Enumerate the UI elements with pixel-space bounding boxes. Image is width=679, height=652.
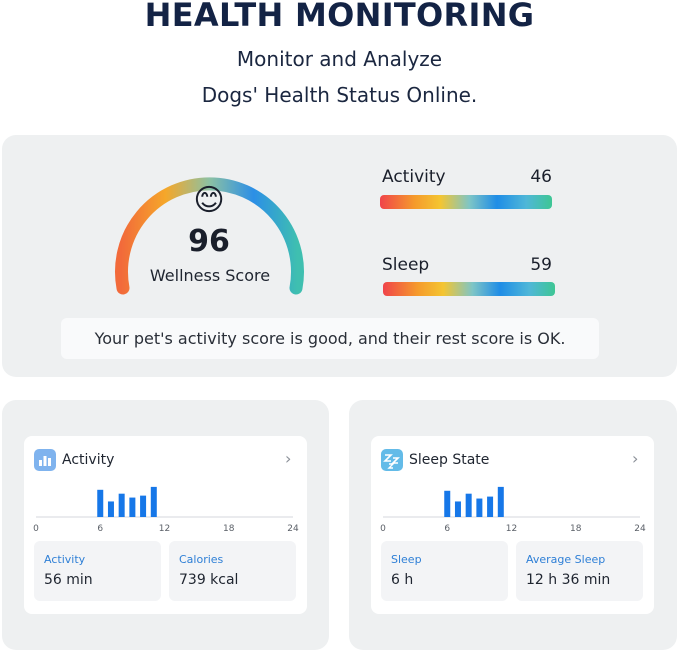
x-tick-label: 6 <box>97 524 103 534</box>
chart-bar <box>444 490 451 517</box>
sleep-metric-value: 59 <box>530 255 552 275</box>
stat-value: 12 h 36 min <box>526 572 611 588</box>
chart-bar <box>150 486 157 517</box>
chart-bar <box>454 501 461 517</box>
wellness-gauge <box>115 177 304 295</box>
chart-bar <box>476 498 483 517</box>
zzz-icon <box>381 449 403 471</box>
wellness-message: Your pet's activity score is good, and t… <box>61 318 599 359</box>
x-tick-label: 0 <box>33 524 39 534</box>
gauge-arc <box>115 177 304 295</box>
activity-card[interactable]: Activity › 0 6 12 18 24 Activity 56 min Calo… <box>24 436 307 614</box>
stat-label: Activity <box>44 553 86 566</box>
x-tick-label: 12 <box>159 524 170 534</box>
activity-chart: 0 6 12 18 24 <box>33 486 299 534</box>
bar-chart-icon <box>34 449 56 471</box>
chart-bar <box>140 495 147 517</box>
chart-bar <box>487 496 494 517</box>
sleep-stat-box: Sleep 6 h <box>381 541 508 601</box>
chart-bar <box>107 501 114 517</box>
x-tick-label: 18 <box>223 524 235 534</box>
x-tick-label: 24 <box>287 524 299 534</box>
activity-stat-box: Activity 56 min <box>34 541 161 601</box>
activity-metric-label: Activity <box>382 167 446 187</box>
chart-bar <box>118 493 125 517</box>
stat-label: Calories <box>179 553 224 566</box>
wellness-score-value: 96 <box>188 224 230 259</box>
chart-bar <box>129 497 136 517</box>
x-tick-label: 12 <box>506 524 517 534</box>
stat-label: Sleep <box>391 553 422 566</box>
stat-value: 739 kcal <box>179 572 239 588</box>
calories-stat-box: Calories 739 kcal <box>169 541 296 601</box>
chevron-right-icon[interactable]: › <box>285 449 292 468</box>
smiley-icon: 😊 <box>193 184 225 217</box>
activity-score-bar <box>380 195 552 209</box>
x-tick-label: 0 <box>380 524 386 534</box>
chart-bar <box>465 493 472 517</box>
subtitle-line-2: Dogs' Health Status Online. <box>201 83 478 107</box>
chart-bar <box>97 489 104 517</box>
sleep-metric-label: Sleep <box>382 255 430 275</box>
activity-card-title: Activity <box>62 452 115 468</box>
chevron-right-icon[interactable]: › <box>632 449 639 468</box>
stat-label: Average Sleep <box>526 553 606 566</box>
sleep-card[interactable]: Sleep State › 0 6 12 18 24 Sleep 6 h Average… <box>371 436 654 614</box>
x-tick-label: 24 <box>634 524 646 534</box>
page-title: HEALTH MONITORING <box>144 0 535 34</box>
stat-value: 56 min <box>44 572 93 588</box>
wellness-score-label: Wellness Score <box>149 266 271 285</box>
sleep-card-title: Sleep State <box>409 452 490 468</box>
stat-value: 6 h <box>391 572 414 588</box>
chart-bar <box>497 486 504 517</box>
sleep-chart: 0 6 12 18 24 <box>380 486 646 534</box>
activity-metric-value: 46 <box>530 167 552 187</box>
x-tick-label: 6 <box>444 524 450 534</box>
sleep-score-bar <box>383 282 555 296</box>
average-sleep-stat-box: Average Sleep 12 h 36 min <box>516 541 643 601</box>
subtitle-line-1: Monitor and Analyze <box>236 47 443 71</box>
x-tick-label: 18 <box>570 524 582 534</box>
